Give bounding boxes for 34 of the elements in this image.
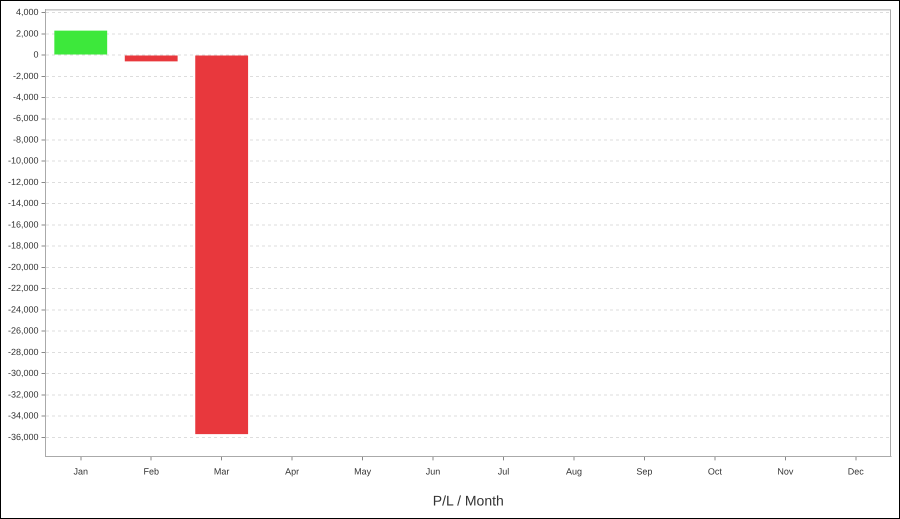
y-tick-label: -12,000: [8, 176, 39, 187]
x-tick-label: Oct: [708, 466, 722, 476]
y-tick-label: -6,000: [12, 113, 39, 124]
y-tick-label: -10,000: [8, 156, 39, 166]
x-tick-label: Jan: [73, 466, 88, 476]
x-tick-label: Aug: [566, 466, 582, 476]
x-tick-label: Dec: [848, 466, 864, 476]
y-tick-label: -18,000: [8, 240, 39, 251]
y-tick-label: -36,000: [8, 432, 39, 442]
x-tick-label: Nov: [777, 466, 794, 476]
x-tick-label: Jun: [426, 466, 440, 476]
y-tick-label: -2,000: [12, 70, 39, 81]
y-tick-label: -20,000: [8, 262, 39, 272]
x-axis-title: P/L / Month: [432, 492, 504, 508]
y-tick-label: -8,000: [12, 134, 39, 144]
y-tick-label: 4,000: [16, 7, 39, 18]
x-tick-label: Apr: [285, 466, 300, 476]
y-tick-label: -22,000: [8, 283, 39, 294]
y-tick-label: 2,000: [16, 28, 39, 38]
x-tick-label: Mar: [214, 466, 230, 476]
x-tick-label: Feb: [143, 466, 159, 476]
x-tick-label: Sep: [636, 466, 652, 476]
y-tick-label: -32,000: [8, 389, 39, 400]
y-tick-label: -24,000: [8, 304, 39, 314]
x-tick-label: May: [354, 466, 372, 476]
y-tick-label: -4,000: [12, 92, 39, 102]
y-tick-label: -26,000: [8, 326, 39, 336]
y-tick-label: -34,000: [8, 410, 39, 421]
y-tick-label: -28,000: [8, 346, 39, 357]
y-tick-label: -14,000: [8, 198, 39, 208]
y-tick-label: -16,000: [8, 219, 39, 230]
y-tick-label: 0: [34, 50, 39, 60]
y-tick-label: -30,000: [8, 368, 39, 378]
x-tick-label: Jul: [498, 466, 510, 476]
